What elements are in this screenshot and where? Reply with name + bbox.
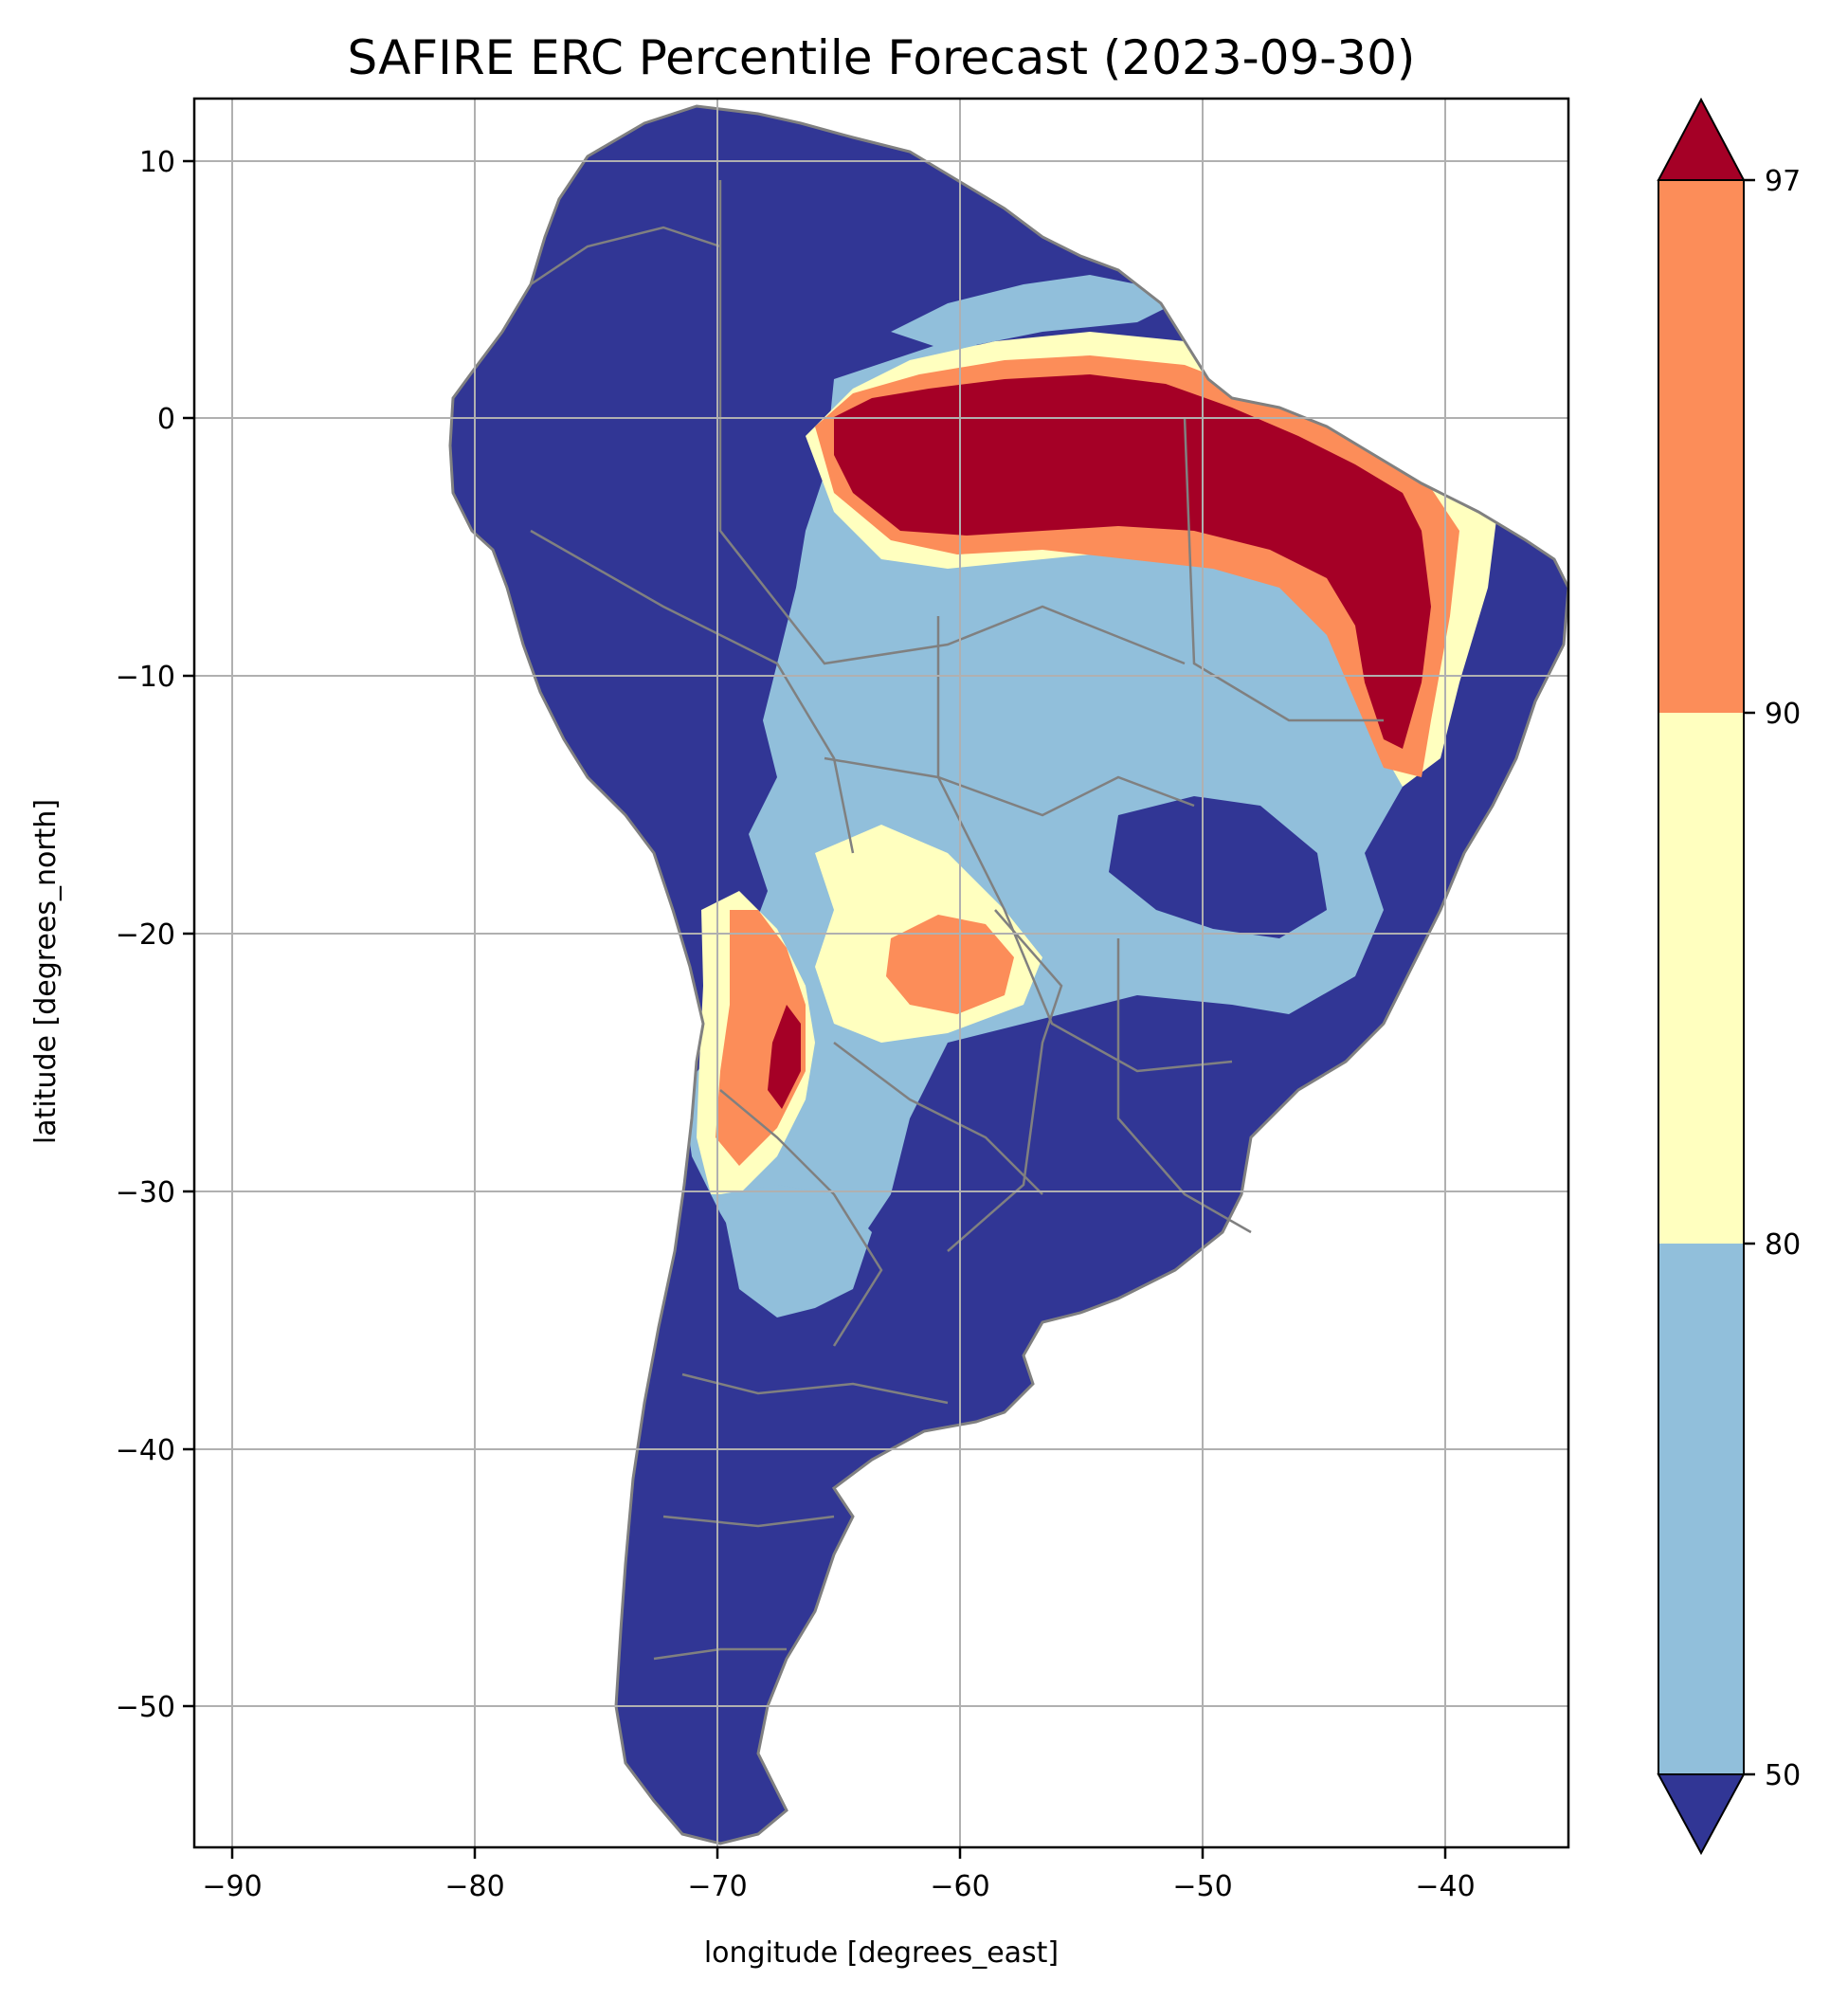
zone-50-80-central [682, 341, 1403, 1308]
x-axis-label: longitude [degrees_east] [704, 1936, 1059, 1970]
y-axis-label: latitude [degrees_north] [29, 799, 63, 1144]
colorbar-bin-50-80 [1658, 1244, 1744, 1774]
x-tick-label: −60 [930, 1870, 989, 1903]
y-tick-label: −50 [116, 1691, 175, 1724]
x-tick-label: −40 [1415, 1870, 1475, 1903]
zone-lt50-pocket [1109, 796, 1327, 938]
x-tick-label: −70 [687, 1870, 747, 1903]
x-axis [230, 1847, 1447, 1859]
x-tick-label: −50 [1172, 1870, 1232, 1903]
y-tick-label: 0 [157, 403, 175, 436]
colorbar-tick-label: 50 [1765, 1759, 1801, 1792]
colorbar-tick-label: 80 [1765, 1228, 1801, 1262]
colorbar-bin-lt50 [1657, 1773, 1746, 1856]
gridlines [194, 99, 1568, 1847]
colorbar-bin-80-90 [1658, 713, 1744, 1244]
y-axis [183, 159, 194, 1708]
colorbar-tick-label: 97 [1765, 165, 1801, 198]
colorbar-tick-label: 90 [1765, 698, 1801, 731]
colorbar: 97 90 80 50 [1657, 97, 1801, 1856]
x-tick-label: −80 [444, 1870, 504, 1903]
colorbar-bin-gt97 [1657, 97, 1746, 181]
y-tick-label: 10 [139, 146, 175, 179]
zone-90-97-central [886, 915, 1014, 1014]
x-tick-label: −90 [202, 1870, 262, 1903]
axes-frame [192, 97, 1570, 1849]
y-tick-label: −30 [116, 1176, 175, 1209]
colorbar-bin-90-97 [1658, 180, 1744, 713]
zone-gt97-north [834, 374, 1431, 749]
y-tick-label: −10 [116, 661, 175, 694]
zone-50-80-north [891, 275, 1175, 351]
zone-50-80-southwest [720, 1185, 872, 1318]
colorbar-frame [1658, 179, 1745, 1775]
border-lines [530, 180, 1384, 1661]
zone-gt97-andes [768, 1005, 801, 1109]
y-tick-label: −40 [116, 1434, 175, 1467]
y-tick-label: −20 [116, 918, 175, 952]
map-title: SAFIRE ERC Percentile Forecast (2023-09-… [348, 30, 1416, 85]
